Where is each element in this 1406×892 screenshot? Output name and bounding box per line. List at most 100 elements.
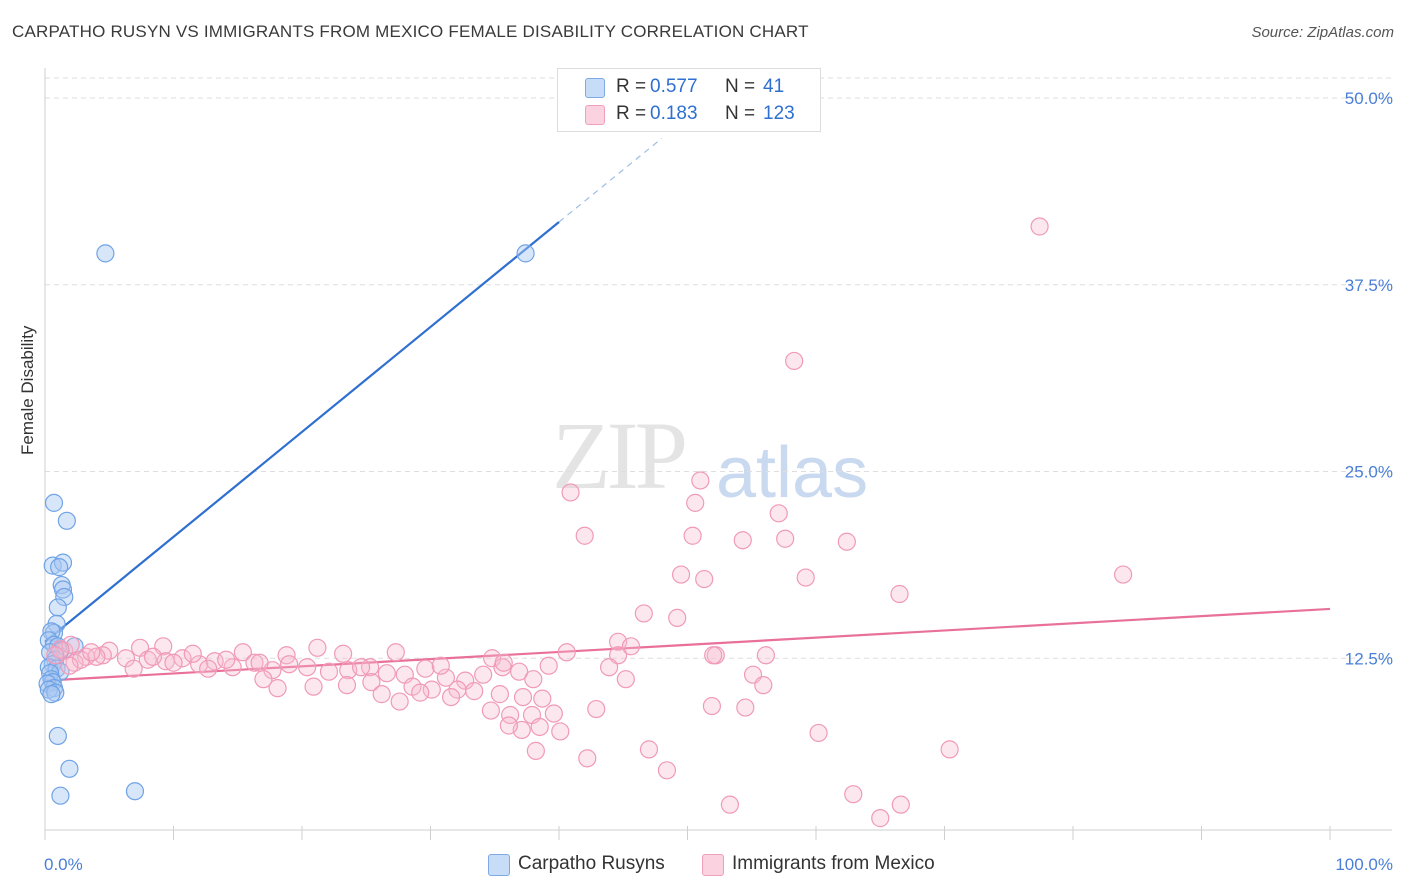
data-point bbox=[871, 809, 890, 828]
data-point bbox=[686, 493, 705, 512]
data-point bbox=[720, 795, 740, 814]
data-point bbox=[42, 685, 61, 704]
data-point bbox=[268, 679, 287, 698]
data-point bbox=[490, 685, 509, 704]
data-point bbox=[533, 689, 552, 708]
data-point bbox=[704, 646, 723, 665]
data-point bbox=[776, 529, 795, 548]
axes bbox=[44, 68, 1392, 840]
data-point bbox=[530, 717, 549, 737]
tick-labels: 12.5% 25.0% 37.5% 50.0% 0.0% 100.0% bbox=[44, 89, 1393, 874]
stats-legend: R = 0.577 N = 41 R = 0.183 N = 123 bbox=[557, 68, 821, 132]
data-point bbox=[377, 664, 396, 683]
data-point bbox=[298, 658, 317, 677]
data-point bbox=[61, 635, 80, 654]
data-point bbox=[524, 670, 543, 689]
data-point bbox=[250, 653, 269, 672]
trend-line-0 bbox=[44, 221, 560, 643]
data-point bbox=[82, 643, 101, 662]
data-point bbox=[44, 493, 64, 512]
data-point bbox=[48, 726, 67, 746]
legend-label-carpatho-rusyns: Carpatho Rusyns bbox=[518, 853, 665, 874]
watermark-zip: ZIP bbox=[552, 402, 688, 509]
data-point bbox=[691, 471, 710, 490]
data-point bbox=[441, 687, 461, 707]
data-point bbox=[465, 682, 484, 701]
data-point bbox=[173, 649, 192, 668]
legend-swatch-immigrants-mexico bbox=[702, 854, 724, 876]
legend-r-label: R = bbox=[616, 76, 647, 97]
data-point bbox=[245, 653, 264, 672]
data-point bbox=[422, 680, 441, 699]
data-point bbox=[125, 782, 145, 801]
data-point bbox=[481, 701, 500, 720]
data-point bbox=[96, 244, 115, 263]
legend-swatch-carpatho-rusyns bbox=[488, 854, 510, 876]
data-point bbox=[280, 655, 299, 674]
data-point bbox=[164, 653, 183, 672]
data-points bbox=[38, 217, 1133, 828]
data-point bbox=[205, 652, 224, 671]
data-point bbox=[683, 526, 702, 545]
data-point bbox=[809, 723, 828, 743]
data-point bbox=[539, 656, 558, 675]
data-point bbox=[754, 676, 773, 695]
legend-n-label: N = bbox=[725, 103, 756, 124]
series-legend: Carpatho Rusyns Immigrants from Mexico bbox=[0, 852, 1406, 878]
watermark-atlas: atlas bbox=[716, 433, 869, 513]
data-point bbox=[1030, 217, 1049, 236]
data-point bbox=[657, 761, 677, 780]
data-point bbox=[668, 608, 687, 628]
data-point bbox=[733, 531, 752, 550]
data-point bbox=[695, 569, 714, 589]
y-tick-label: 12.5% bbox=[1345, 649, 1393, 668]
data-point bbox=[494, 653, 513, 672]
data-point bbox=[551, 722, 570, 741]
data-point bbox=[756, 646, 775, 665]
data-point bbox=[55, 587, 74, 607]
y-tick-label: 37.5% bbox=[1345, 276, 1393, 295]
data-point bbox=[416, 659, 435, 678]
data-point bbox=[60, 656, 79, 675]
data-point bbox=[199, 659, 218, 678]
legend-row-carpatho: R = 0.577 N = 41 bbox=[558, 74, 820, 100]
data-point bbox=[483, 649, 502, 668]
data-point bbox=[304, 677, 323, 696]
data-point bbox=[51, 640, 70, 659]
data-point bbox=[561, 483, 580, 502]
legend-r-value: 0.183 bbox=[650, 103, 698, 124]
data-point bbox=[50, 558, 69, 577]
data-point bbox=[844, 785, 863, 804]
legend-r-value: 0.577 bbox=[650, 76, 698, 97]
data-point bbox=[510, 662, 529, 681]
data-point bbox=[769, 504, 788, 523]
y-axis-label: Female Disability bbox=[18, 325, 37, 455]
data-point bbox=[217, 650, 236, 669]
grid-lines bbox=[45, 77, 1392, 659]
data-point bbox=[48, 598, 67, 617]
legend-swatch-mexico bbox=[585, 105, 605, 125]
data-point bbox=[634, 604, 653, 623]
data-point bbox=[891, 795, 910, 814]
data-point bbox=[223, 658, 242, 677]
data-point bbox=[474, 665, 493, 684]
data-point bbox=[53, 580, 73, 599]
data-point bbox=[57, 511, 76, 530]
y-tick-label: 25.0% bbox=[1345, 463, 1393, 482]
data-point bbox=[575, 526, 594, 545]
data-point bbox=[516, 244, 535, 263]
data-point bbox=[736, 698, 755, 717]
legend-r-label: R = bbox=[616, 103, 647, 124]
data-point bbox=[526, 741, 545, 760]
trend-lines bbox=[44, 137, 1331, 682]
data-point bbox=[837, 532, 856, 551]
legend-row-mexico: R = 0.183 N = 123 bbox=[558, 101, 820, 127]
data-point bbox=[411, 683, 430, 702]
data-point bbox=[71, 650, 91, 669]
data-point bbox=[436, 668, 456, 687]
data-point bbox=[587, 699, 606, 719]
data-point bbox=[890, 584, 909, 604]
data-point bbox=[600, 658, 619, 677]
data-point bbox=[46, 646, 65, 665]
